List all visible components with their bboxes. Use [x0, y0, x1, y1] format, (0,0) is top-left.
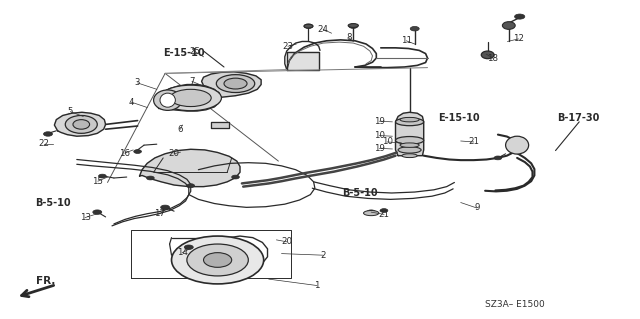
Ellipse shape	[506, 136, 529, 154]
Polygon shape	[396, 112, 424, 156]
Polygon shape	[287, 52, 319, 70]
Polygon shape	[211, 122, 229, 128]
Text: 18: 18	[487, 54, 499, 63]
Ellipse shape	[93, 210, 102, 214]
Text: 5: 5	[68, 107, 73, 116]
Text: 9: 9	[474, 204, 479, 212]
Text: B-5-10: B-5-10	[35, 197, 71, 208]
Text: B-17-30: B-17-30	[557, 113, 599, 123]
Ellipse shape	[170, 89, 211, 107]
Text: SZ3A– E1500: SZ3A– E1500	[485, 300, 545, 309]
Ellipse shape	[44, 132, 52, 136]
Text: 6: 6	[178, 125, 183, 134]
Text: 10: 10	[381, 137, 393, 146]
Ellipse shape	[147, 176, 154, 180]
Ellipse shape	[187, 244, 248, 276]
Ellipse shape	[348, 24, 358, 27]
Ellipse shape	[304, 24, 313, 28]
Ellipse shape	[99, 174, 106, 178]
Ellipse shape	[400, 143, 419, 147]
Ellipse shape	[380, 209, 388, 212]
Text: 7: 7	[189, 77, 195, 86]
Ellipse shape	[367, 210, 376, 214]
Text: 19: 19	[374, 144, 385, 153]
Text: 20: 20	[281, 237, 292, 246]
Text: 8: 8	[346, 33, 351, 42]
Ellipse shape	[398, 147, 421, 153]
Ellipse shape	[410, 26, 419, 31]
Text: 14: 14	[177, 248, 188, 257]
Ellipse shape	[396, 118, 424, 126]
Polygon shape	[54, 112, 106, 136]
Text: FR.: FR.	[36, 276, 56, 286]
Ellipse shape	[161, 205, 170, 210]
Ellipse shape	[160, 93, 175, 107]
Polygon shape	[202, 72, 261, 97]
Ellipse shape	[134, 150, 141, 153]
Ellipse shape	[154, 90, 182, 110]
Ellipse shape	[304, 24, 313, 28]
Ellipse shape	[402, 154, 417, 158]
Text: 25: 25	[189, 47, 201, 56]
Text: 11: 11	[401, 36, 412, 45]
Text: 2: 2	[321, 251, 326, 260]
Ellipse shape	[160, 85, 221, 111]
Text: 4: 4	[129, 98, 134, 107]
Ellipse shape	[187, 184, 195, 188]
Text: B-5-10: B-5-10	[342, 188, 378, 198]
Polygon shape	[157, 85, 221, 111]
Text: 24: 24	[317, 25, 329, 34]
Text: 17: 17	[154, 209, 166, 218]
Text: 21: 21	[468, 137, 479, 146]
Ellipse shape	[216, 75, 255, 93]
Ellipse shape	[396, 137, 424, 144]
Text: E-15-10: E-15-10	[438, 113, 480, 123]
Ellipse shape	[65, 115, 97, 133]
Ellipse shape	[515, 14, 525, 19]
Text: 23: 23	[282, 42, 294, 51]
Ellipse shape	[73, 120, 90, 129]
Text: 15: 15	[92, 177, 104, 186]
Text: 16: 16	[119, 149, 131, 158]
Ellipse shape	[232, 175, 239, 179]
Text: 22: 22	[38, 139, 49, 148]
Ellipse shape	[400, 117, 419, 122]
Ellipse shape	[481, 51, 494, 59]
Ellipse shape	[172, 236, 264, 284]
Ellipse shape	[502, 22, 515, 29]
Text: 21: 21	[378, 210, 390, 219]
Ellipse shape	[224, 78, 247, 89]
Text: 3: 3	[135, 78, 140, 87]
Text: E-15-10: E-15-10	[163, 48, 205, 58]
Text: 19: 19	[374, 117, 385, 126]
Ellipse shape	[204, 253, 232, 267]
Text: 13: 13	[79, 213, 91, 222]
Text: 10: 10	[374, 131, 385, 140]
Text: 12: 12	[513, 34, 524, 43]
Polygon shape	[140, 149, 240, 187]
Ellipse shape	[349, 24, 358, 28]
Ellipse shape	[184, 245, 193, 249]
Text: 1: 1	[314, 281, 319, 290]
Ellipse shape	[494, 156, 502, 160]
Text: 20: 20	[168, 149, 180, 158]
Ellipse shape	[364, 211, 379, 216]
